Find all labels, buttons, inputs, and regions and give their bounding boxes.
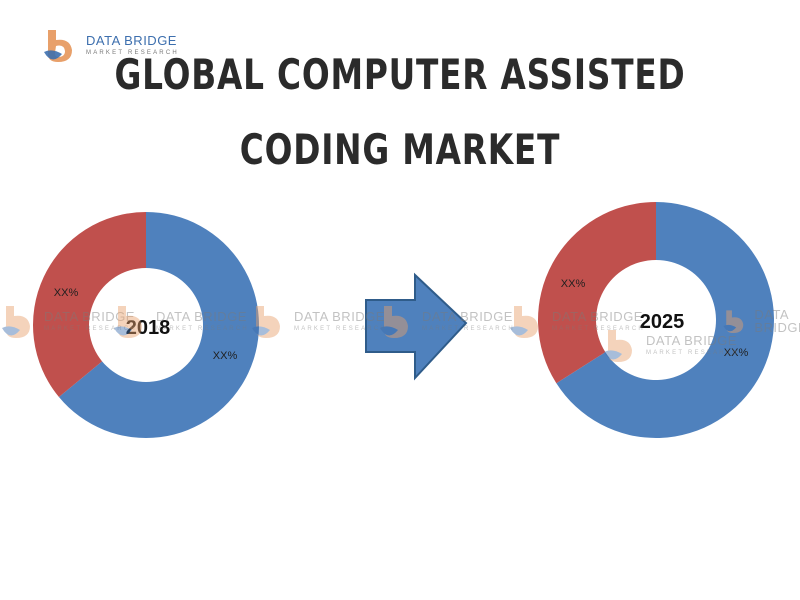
slice-data-label: XX%: [724, 347, 749, 359]
watermark-sub: MARKET RESEARCH: [294, 326, 387, 332]
logo-sub-text: MARKET RESEARCH: [86, 50, 179, 56]
data-bridge-logo-icon: [44, 30, 72, 62]
watermark-brand: DATA BRIDGE: [44, 309, 135, 324]
watermark-sub: MARKET RESEARCH: [422, 326, 515, 332]
watermark-logo-icon: [2, 306, 30, 338]
watermark-logo-icon: [510, 306, 538, 338]
page-title-line-2: CODING MARKET: [239, 125, 561, 174]
watermark-sub: MARKET RESEARCH: [552, 326, 645, 332]
donut-chart-2025: XX% XX% 2025: [538, 202, 775, 438]
slice-data-label: XX%: [213, 350, 238, 362]
page-title-line-1: GLOBAL COMPUTER ASSISTED: [114, 50, 686, 99]
watermark-sub: MARKET RESEARCH: [156, 326, 249, 332]
watermark-logo: DATA BRIDGE MARKET RESEARCH: [0, 302, 137, 340]
watermark-brand: DATA BRIDGE: [422, 309, 513, 324]
watermark-logo-icon: [252, 306, 280, 338]
watermark-brand: DATA BRIDGE: [552, 309, 643, 324]
donut-slice: [538, 202, 656, 384]
donut-chart-2018: XX% XX% 2018: [33, 212, 259, 438]
donut-slice: [58, 212, 259, 438]
watermark-logo: DATA BRIDGE MARKET RESEARCH: [602, 326, 739, 364]
watermark-logo-icon: [723, 310, 744, 334]
watermark-logo: DATA BRIDGE MARKET RESEARCH: [508, 302, 645, 340]
logo-brand-text: DATA BRIDGE: [86, 33, 177, 48]
watermark-logo: DATA BRIDGE MARKET RESEARCH: [250, 302, 387, 340]
watermark-logo-icon: [380, 306, 408, 338]
watermark-brand: DATA BRIDGE: [754, 307, 800, 335]
watermark-brand: DATA BRIDGE: [646, 333, 737, 348]
header-logo: DATA BRIDGE MARKET RESEARCH: [42, 26, 179, 64]
watermark-logo-icon: [114, 306, 142, 338]
donut-center-year-label: 2025: [640, 311, 685, 333]
donut-slice: [33, 212, 147, 398]
watermark-logo: DATA BRIDGE MARKET RESEARCH: [112, 302, 249, 340]
watermark-logo-icon: [604, 330, 632, 362]
slice-data-label: XX%: [54, 287, 79, 299]
watermark-brand: DATA BRIDGE: [156, 309, 247, 324]
donut-slice: [556, 202, 775, 438]
watermark-sub: MARKET RESEARCH: [44, 326, 137, 332]
watermark-logo: DATA BRIDGE: [722, 302, 800, 340]
watermark-brand: DATA BRIDGE: [294, 309, 385, 324]
watermark-sub: MARKET RESEARCH: [646, 350, 739, 356]
slice-data-label: XX%: [561, 278, 586, 290]
watermark-logo: DATA BRIDGE MARKET RESEARCH: [378, 302, 515, 340]
donut-center-year-label: 2018: [126, 317, 171, 339]
right-arrow-icon: [365, 272, 468, 381]
